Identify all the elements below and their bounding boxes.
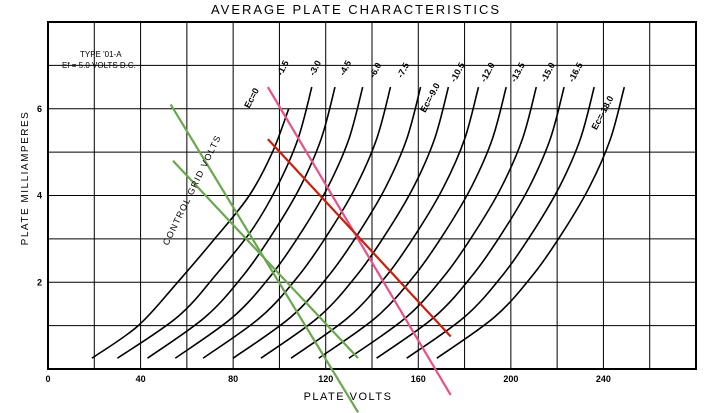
curve-label: -12.0 (478, 61, 496, 84)
tube-type-annotation: TYPE '01-A (80, 50, 122, 59)
curve-label: -6.0 (367, 61, 383, 79)
load-line (172, 160, 359, 359)
x-tick-label: 120 (318, 374, 333, 384)
curve-label: -16.5 (566, 61, 584, 84)
curve-label: -4.5 (337, 59, 353, 77)
x-axis-label: PLATE VOLTS (304, 391, 393, 403)
characteristic-curve (147, 86, 336, 359)
x-tick-label: 80 (228, 374, 238, 384)
x-tick-label: 40 (136, 374, 146, 384)
x-tick-label: 240 (596, 374, 611, 384)
characteristic-curve (318, 86, 507, 359)
load-line (266, 86, 452, 396)
curve-labels: Ec=0-1.5 -3.0 -4.5 -6.0 -7.5Ec=-9.0-10.5 -12.… (242, 59, 615, 132)
characteristic-curve (376, 86, 565, 359)
x-tick-label: 160 (411, 374, 426, 384)
y-tick-label: 2 (37, 277, 42, 287)
curve-label: -10.5 (448, 61, 466, 84)
curve-label: -3.0 (307, 59, 323, 77)
chart-title: AVERAGE PLATE CHARACTERISTICS (211, 2, 501, 17)
curve-label: -7.5 (395, 61, 411, 79)
filament-voltage-annotation: Ef = 5.0 VOLTS D.C. (62, 61, 136, 70)
x-tick-label: 0 (45, 374, 50, 384)
plot-frame (47, 21, 697, 370)
curve-label: -1.5 (275, 59, 291, 77)
characteristic-curve (436, 86, 626, 359)
y-tick-label: 6 (37, 104, 42, 114)
characteristic-curve (290, 86, 480, 359)
control-grid-volts-label: CONTROL GRID VOLTS (161, 133, 223, 247)
characteristic-curve (348, 86, 538, 359)
curve-label: Ec=-18.0 (589, 94, 615, 131)
characteristic-curve (260, 86, 450, 359)
load-line (267, 138, 452, 338)
characteristic-curve (232, 86, 422, 359)
characteristic-curve (202, 86, 392, 359)
axes: 0 40 80 120 160 200 240 2 4 6 (37, 21, 697, 384)
curve-label: Ec=0 (242, 86, 261, 109)
y-axis-label: PLATE MILLIAMPERES (20, 111, 31, 246)
characteristic-curve (406, 86, 595, 359)
characteristic-curve (91, 108, 290, 359)
load-lines (169, 86, 452, 413)
y-tick-label: 4 (37, 191, 42, 201)
x-tick-label: 200 (503, 374, 518, 384)
curve-label: -15.0 (539, 61, 557, 84)
characteristic-curve (174, 86, 364, 359)
